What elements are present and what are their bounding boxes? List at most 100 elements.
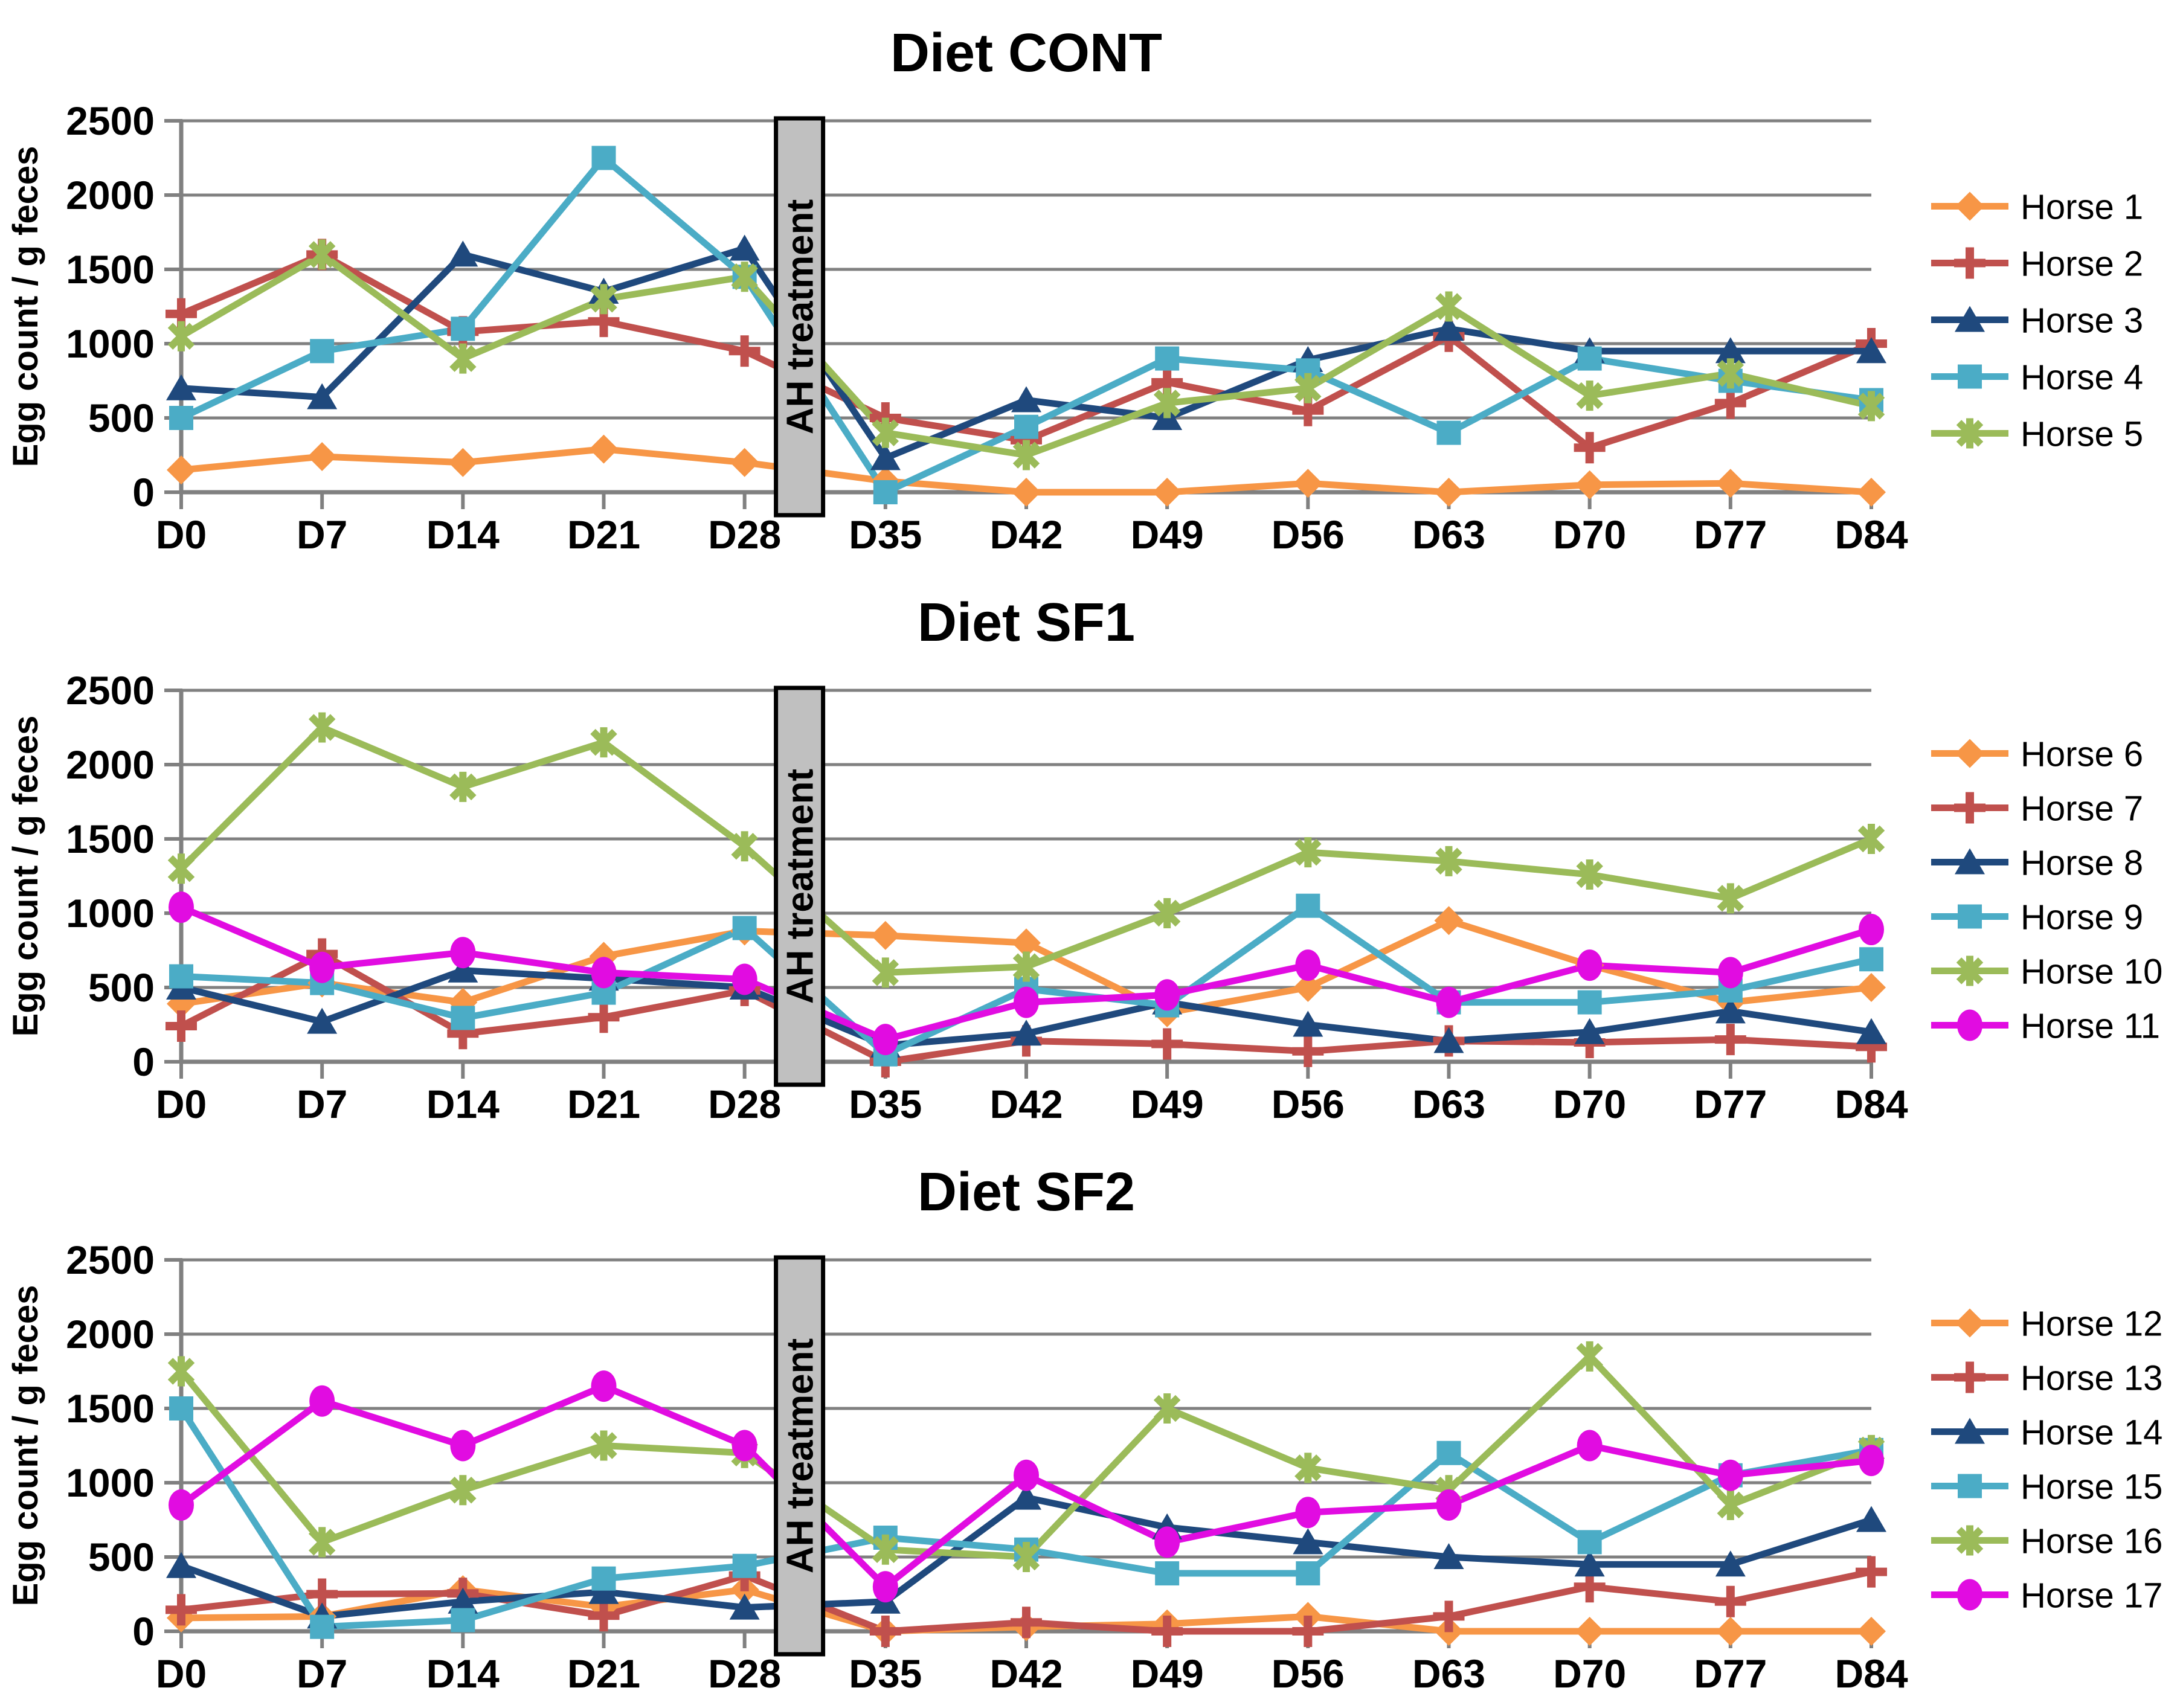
x-tick-label: D84: [1834, 1082, 1908, 1126]
ah-treatment-bar: [774, 1255, 826, 1657]
data-point-marker: [1576, 380, 1603, 411]
data-point-marker: [1574, 1018, 1605, 1044]
data-point-marker: [307, 441, 337, 471]
legend-item: Horse 6: [1931, 735, 2143, 774]
x-tick-label: D0: [156, 1082, 207, 1126]
data-point-marker: [1435, 846, 1462, 876]
legend-label: Horse 11: [2021, 1007, 2160, 1046]
data-point-marker: [591, 146, 616, 170]
data-point-marker: [729, 1593, 760, 1620]
data-point-marker: [1436, 986, 1462, 1018]
data-point-marker: [591, 1370, 617, 1402]
legend-marker: [1957, 1579, 1982, 1611]
x-tick-label: D7: [297, 512, 347, 557]
data-point-marker: [1433, 1027, 1464, 1053]
data-point-marker: [728, 335, 760, 367]
data-point-marker: [1014, 1459, 1039, 1491]
y-tick-label: 500: [88, 1535, 155, 1579]
legend-label: Horse 15: [2021, 1468, 2162, 1507]
data-point-marker: [1857, 973, 1886, 1002]
data-point-marker: [1577, 949, 1603, 981]
y-tick-label: 1000: [66, 891, 155, 936]
data-point-marker: [591, 957, 617, 989]
y-tick-label: 500: [88, 965, 155, 1010]
data-point-marker: [1154, 1526, 1180, 1558]
x-tick-label: D7: [297, 1651, 347, 1696]
data-point-marker: [873, 480, 898, 504]
data-point-marker: [1433, 1543, 1464, 1569]
data-point-marker: [450, 937, 476, 969]
data-point-marker: [732, 1553, 757, 1578]
x-tick-label: D28: [708, 1651, 781, 1696]
legend-item: Horse 7: [1931, 789, 2143, 829]
chart-diet-cont: Diet CONT 0 500 1000 1500 2000 2500 D0 D7 D14 D21 D…: [0, 0, 2180, 569]
x-tick-label: D84: [1834, 1651, 1908, 1696]
x-tick-label: D35: [849, 1651, 922, 1696]
data-point-marker: [450, 1430, 476, 1462]
data-point-marker: [1577, 1530, 1602, 1555]
data-point-marker: [1292, 1616, 1324, 1647]
data-point-marker: [166, 1552, 196, 1578]
data-point-marker: [307, 383, 338, 409]
legend-item: Horse 11: [1931, 1007, 2160, 1046]
x-tick-label: D21: [567, 1082, 640, 1126]
x-tick-label: D70: [1553, 1082, 1626, 1126]
data-point-marker: [167, 1356, 195, 1387]
data-point-marker: [167, 455, 196, 485]
x-tick-label: D63: [1412, 1651, 1485, 1696]
data-point-marker: [1014, 414, 1038, 439]
data-point-marker: [1153, 478, 1182, 507]
data-point-marker: [1436, 1440, 1461, 1465]
legend-label: Horse 1: [2021, 188, 2143, 227]
data-point-marker: [588, 1001, 620, 1033]
data-point-marker: [1012, 951, 1040, 982]
data-point-marker: [1717, 883, 1744, 914]
y-tick-label: 0: [132, 1609, 155, 1654]
ah-treatment-bar: [774, 685, 826, 1087]
x-tick-label: D14: [426, 1651, 500, 1696]
data-point-marker: [1717, 1459, 1743, 1491]
data-point-marker: [448, 448, 478, 477]
x-tick-label: D63: [1412, 512, 1485, 557]
data-point-marker: [449, 343, 477, 374]
legend-marker: [1958, 364, 1982, 389]
data-point-marker: [1153, 898, 1181, 928]
legend-marker: [1955, 306, 1985, 332]
legend-marker: [1958, 1474, 1982, 1498]
legend-item: Horse 13: [1931, 1359, 2162, 1398]
x-tick-label: D56: [1272, 512, 1345, 557]
data-point-marker: [872, 957, 899, 988]
x-tick-label: D49: [1131, 1082, 1204, 1126]
data-point-marker: [166, 1010, 197, 1042]
y-tick-label: 500: [88, 396, 155, 440]
data-point-marker: [588, 1578, 619, 1604]
data-point-marker: [590, 727, 617, 758]
x-tick-label: D70: [1553, 1651, 1626, 1696]
legend-marker: [1955, 1308, 1984, 1338]
data-point-marker: [1012, 1542, 1040, 1572]
x-tick-label: D63: [1412, 1082, 1485, 1126]
data-point-marker: [166, 1594, 197, 1626]
chart-title: Diet SF1: [918, 592, 1135, 653]
data-point-marker: [1714, 1585, 1746, 1617]
x-tick-label: D84: [1834, 512, 1908, 557]
data-point-marker: [1434, 906, 1464, 936]
data-point-marker: [449, 771, 477, 802]
data-point-marker: [1717, 358, 1744, 389]
y-tick-label: 2000: [66, 742, 155, 787]
legend-item: Horse 4: [1931, 358, 2143, 397]
y-axis-title: Egg count / g feces: [6, 716, 45, 1037]
data-point-marker: [1577, 346, 1602, 371]
x-tick-label: D49: [1131, 512, 1204, 557]
data-point-marker: [167, 321, 195, 352]
data-point-marker: [872, 1571, 898, 1603]
legend-label: Horse 8: [2021, 844, 2143, 883]
data-point-marker: [169, 891, 194, 923]
data-point-marker: [1859, 914, 1884, 946]
legend-label: Horse 5: [2021, 415, 2143, 454]
legend-label: Horse 3: [2021, 301, 2143, 341]
data-point-marker: [589, 434, 619, 464]
data-point-marker: [1296, 1561, 1320, 1586]
data-point-marker: [1575, 470, 1604, 499]
data-point-marker: [308, 712, 336, 743]
